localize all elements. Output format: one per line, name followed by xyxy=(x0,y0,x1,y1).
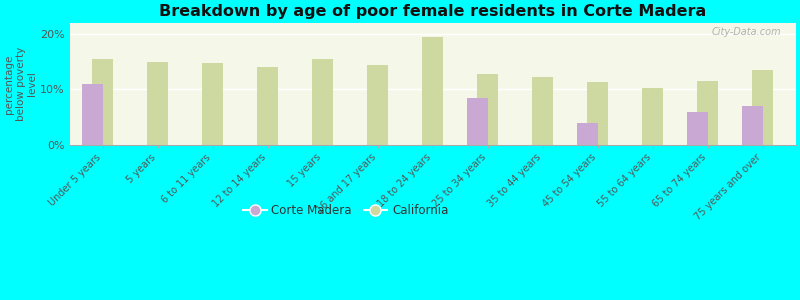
Bar xyxy=(698,81,718,145)
Bar xyxy=(147,62,168,145)
Bar xyxy=(752,70,774,145)
Bar xyxy=(367,64,388,145)
Bar xyxy=(587,82,608,145)
Bar xyxy=(312,59,334,145)
Bar xyxy=(642,88,663,145)
Bar xyxy=(258,67,278,145)
Bar xyxy=(467,98,488,145)
Bar xyxy=(92,59,114,145)
Title: Breakdown by age of poor female residents in Corte Madera: Breakdown by age of poor female resident… xyxy=(159,4,706,19)
Bar xyxy=(687,112,708,145)
Bar xyxy=(478,74,498,145)
Bar xyxy=(422,37,443,145)
Bar xyxy=(577,123,598,145)
Text: City-Data.com: City-Data.com xyxy=(712,27,782,37)
Bar xyxy=(532,77,554,145)
Bar xyxy=(202,63,223,145)
Legend: Corte Madera, California: Corte Madera, California xyxy=(238,199,453,221)
Bar xyxy=(742,106,763,145)
Y-axis label: percentage
below poverty
level: percentage below poverty level xyxy=(4,47,38,121)
Bar xyxy=(82,84,102,145)
